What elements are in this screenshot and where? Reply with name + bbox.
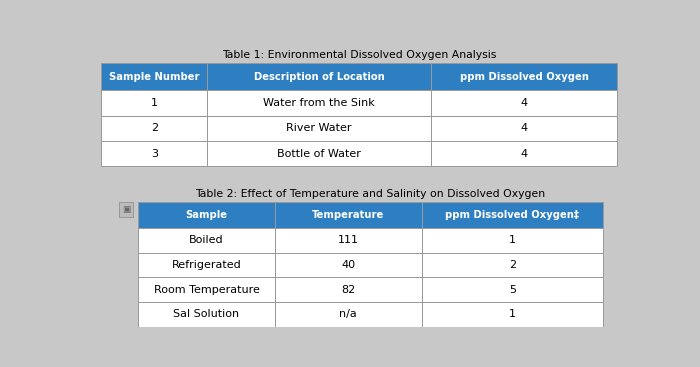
Text: Bottle of Water: Bottle of Water: [277, 149, 361, 159]
Bar: [207, 141, 431, 167]
Bar: [102, 63, 207, 90]
Bar: [431, 141, 617, 167]
Text: 2: 2: [509, 260, 516, 270]
Bar: [275, 253, 421, 277]
Bar: [138, 202, 275, 228]
Bar: [421, 302, 603, 327]
Bar: [275, 228, 421, 253]
Text: Table 2: Effect of Temperature and Salinity on Dissolved Oxygen: Table 2: Effect of Temperature and Salin…: [195, 189, 545, 199]
Bar: [102, 116, 207, 141]
Text: Description of Location: Description of Location: [254, 72, 384, 82]
Text: 4: 4: [521, 98, 528, 108]
Text: 4: 4: [521, 123, 528, 133]
Text: ppm Dissolved Oxygen‡: ppm Dissolved Oxygen‡: [445, 210, 579, 220]
Text: 5: 5: [509, 285, 516, 295]
Text: 40: 40: [341, 260, 356, 270]
Text: 1: 1: [509, 309, 516, 319]
Text: Sal Solution: Sal Solution: [174, 309, 239, 319]
Text: Temperature: Temperature: [312, 210, 384, 220]
Text: River Water: River Water: [286, 123, 352, 133]
Text: Table 1: Environmental Dissolved Oxygen Analysis: Table 1: Environmental Dissolved Oxygen …: [222, 50, 496, 60]
Text: Water from the Sink: Water from the Sink: [263, 98, 375, 108]
Bar: [421, 228, 603, 253]
Bar: [421, 253, 603, 277]
Bar: [431, 90, 617, 116]
Bar: [138, 228, 275, 253]
Text: Sample Number: Sample Number: [109, 72, 200, 82]
Bar: [207, 116, 431, 141]
Bar: [421, 277, 603, 302]
Text: 82: 82: [341, 285, 356, 295]
Text: ▣: ▣: [122, 205, 130, 214]
Text: 3: 3: [150, 149, 158, 159]
Bar: [275, 202, 421, 228]
Text: Sample: Sample: [186, 210, 228, 220]
Text: 1: 1: [509, 235, 516, 246]
Text: 1: 1: [150, 98, 158, 108]
Bar: [207, 63, 431, 90]
Bar: [102, 141, 207, 167]
Bar: [102, 90, 207, 116]
Bar: [207, 90, 431, 116]
Bar: [275, 302, 421, 327]
Bar: [138, 253, 275, 277]
Text: Refrigerated: Refrigerated: [172, 260, 242, 270]
Bar: [138, 277, 275, 302]
Bar: [421, 202, 603, 228]
Text: 111: 111: [338, 235, 359, 246]
Bar: [431, 63, 617, 90]
Text: Room Temperature: Room Temperature: [153, 285, 260, 295]
Text: 2: 2: [150, 123, 158, 133]
Bar: [431, 116, 617, 141]
Bar: [138, 302, 275, 327]
Text: Boiled: Boiled: [189, 235, 224, 246]
Text: n/a: n/a: [340, 309, 357, 319]
Text: 4: 4: [521, 149, 528, 159]
Text: ppm Dissolved Oxygen: ppm Dissolved Oxygen: [460, 72, 589, 82]
Bar: [275, 277, 421, 302]
